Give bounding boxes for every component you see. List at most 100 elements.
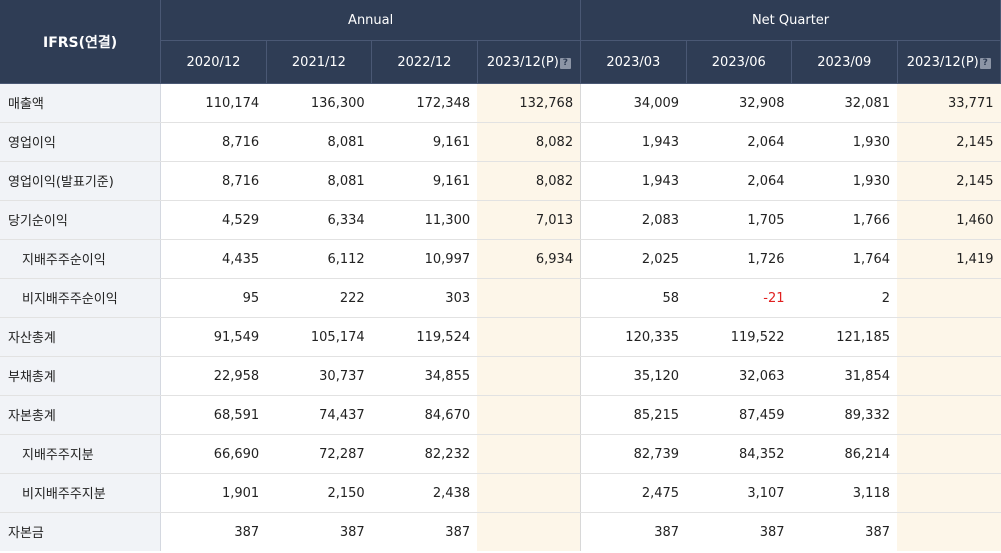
table-cell: 58 [580, 278, 687, 318]
table-cell: 89,332 [791, 395, 897, 435]
table-cell: 8,081 [266, 161, 372, 201]
table-cell: 8,716 [160, 161, 267, 201]
table-cell: 82,232 [371, 434, 478, 474]
table-cell: 86,214 [791, 434, 897, 474]
table-cell: 2,438 [371, 473, 478, 513]
period-header: 2022/12 [371, 40, 478, 84]
table-cell: 2,083 [580, 200, 687, 240]
table-row: 영업이익(발표기준) 8,716 8,081 9,161 8,082 1,943 2,064… [0, 161, 1001, 201]
table-row: 비지배주주순이익 95 222 303 58 -21 2 [0, 278, 1001, 318]
table-cell [477, 278, 582, 318]
table-cell: 8,082 [477, 122, 582, 162]
table-row: 자산총계 91,549 105,174 119,524 120,335 119,522 12… [0, 317, 1001, 357]
table-cell: 172,348 [371, 83, 478, 123]
net-quarter-header: Net Quarter [580, 0, 1001, 41]
row-label: 매출액 [0, 83, 162, 123]
table-cell: 9,161 [371, 122, 478, 162]
annual-header: Annual [160, 0, 582, 41]
table-cell: 34,855 [371, 356, 478, 396]
row-label: 부채총계 [0, 356, 162, 396]
table-cell: 222 [266, 278, 372, 318]
table-cell: 1,705 [686, 200, 792, 240]
table-cell: 8,082 [477, 161, 582, 201]
table-cell: 1,901 [160, 473, 267, 513]
row-label: 영업이익(발표기준) [0, 161, 162, 201]
table-cell: 105,174 [266, 317, 372, 357]
table-row: 지배주주순이익 4,435 6,112 10,997 6,934 2,025 1,726 1,… [0, 239, 1001, 279]
table-cell: 9,161 [371, 161, 478, 201]
table-cell: 387 [339, 524, 365, 540]
table-cell: 85,215 [580, 395, 687, 435]
table-row: 비지배주주지분 1,901 2,150 2,438 2,475 3,107 3,118 [0, 473, 1001, 513]
table-cell: 32,081 [791, 83, 897, 123]
table-row: 부채총계 22,958 30,737 34,855 35,120 32,063 31,854 [0, 356, 1001, 396]
table-cell: 66,690 [160, 434, 267, 474]
table-cell: -21 [686, 278, 792, 318]
table-cell: 1,766 [791, 200, 897, 240]
period-header: 2023/12(P)? [477, 40, 582, 84]
table-cell [897, 434, 1001, 474]
table-cell: 82,739 [580, 434, 687, 474]
table-cell: 33,771 [897, 83, 1001, 123]
table-cell: 2,064 [686, 122, 792, 162]
table-cell: 1,764 [791, 239, 897, 279]
table-cell: 119,524 [371, 317, 478, 357]
table-cell: 3,107 [686, 473, 792, 513]
table-cell [897, 512, 1001, 551]
table-cell: 2,064 [686, 161, 792, 201]
table-cell: 2,025 [580, 239, 687, 279]
table-cell: 387 [759, 524, 785, 540]
table-row: 영업이익 8,716 8,081 9,161 8,082 1,943 2,064 1,930 2… [0, 122, 1001, 162]
table-cell: 121,185 [791, 317, 897, 357]
help-icon[interactable]: ? [979, 57, 991, 69]
table-cell: 22,958 [160, 356, 267, 396]
table-cell: 72,287 [266, 434, 372, 474]
period-header: 2023/06 [686, 40, 793, 84]
table-cell [477, 395, 582, 435]
table-cell: 1,943 [580, 122, 687, 162]
table-cell: 1,726 [686, 239, 792, 279]
table-row: 매출액 110,174 136,300 172,348 132,768 34,009 32,… [0, 83, 1001, 123]
table-cell: 4,435 [160, 239, 267, 279]
table-cell [897, 473, 1001, 513]
table-cell [477, 473, 582, 513]
ifrs-header: IFRS(연결) [0, 0, 162, 84]
table-cell: 2,145 [897, 161, 1001, 201]
table-body: 매출액 110,174 136,300 172,348 132,768 34,009 32,… [0, 83, 1001, 551]
table-cell: 303 [371, 278, 478, 318]
table-cell: 31,854 [791, 356, 897, 396]
row-label: 영업이익 [0, 122, 162, 162]
table-cell: 136,300 [266, 83, 372, 123]
table-cell: 1,930 [791, 161, 897, 201]
period-header: 2023/12(P)? [897, 40, 1001, 84]
table-row: 자본금 387 387 387 387 387 387 [0, 512, 1001, 551]
table-cell: 10,997 [371, 239, 478, 279]
table-row: 자본총계 68,591 74,437 84,670 85,215 87,459 89,332 [0, 395, 1001, 435]
table-cell: 6,934 [477, 239, 582, 279]
table-cell [897, 356, 1001, 396]
table-cell: 2,150 [266, 473, 372, 513]
table-row: 지배주주지분 66,690 72,287 82,232 82,739 84,352 86,2… [0, 434, 1001, 474]
help-icon[interactable]: ? [559, 57, 571, 69]
table-cell: 30,737 [266, 356, 372, 396]
table-cell: 387 [445, 524, 471, 540]
table-cell: 95 [160, 278, 267, 318]
table-cell: 4,529 [160, 200, 267, 240]
table-cell [897, 278, 1001, 318]
table-cell: 120,335 [580, 317, 687, 357]
table-cell: 387 [654, 524, 680, 540]
table-cell [477, 434, 582, 474]
period-header: 2020/12 [160, 40, 267, 84]
table-cell: 110,174 [160, 83, 267, 123]
table-cell: 91,549 [160, 317, 267, 357]
table-cell: 2,145 [897, 122, 1001, 162]
table-cell [477, 356, 582, 396]
row-label: 당기순이익 [0, 200, 162, 240]
table-cell: 84,352 [686, 434, 792, 474]
table-cell: 387 [234, 524, 260, 540]
row-label: 지배주주지분 [0, 434, 162, 474]
table-cell: 8,081 [266, 122, 372, 162]
table-cell: 6,334 [266, 200, 372, 240]
period-header: 2023/03 [580, 40, 687, 84]
